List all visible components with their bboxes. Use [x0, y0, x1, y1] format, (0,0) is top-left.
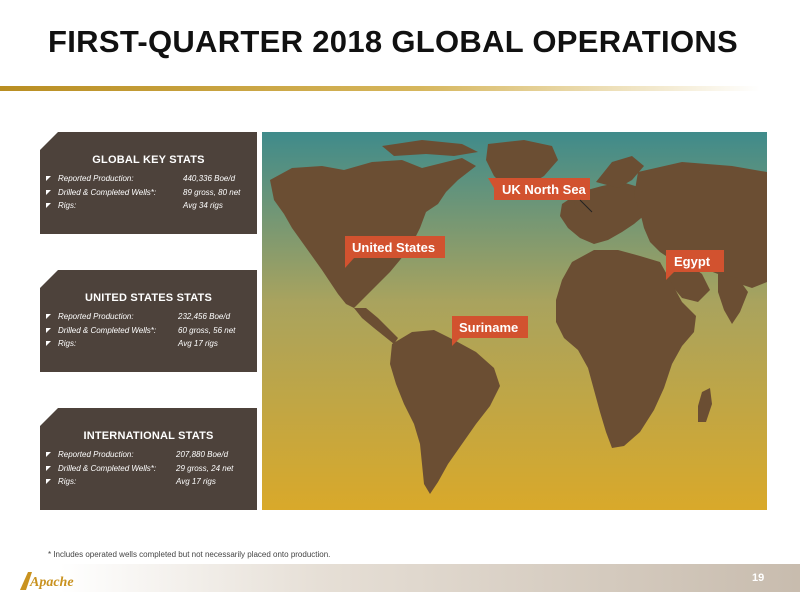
apache-logo: Apache	[20, 572, 74, 590]
callout-uk-north-sea: UK North Sea	[488, 178, 593, 213]
stat-row: Rigs: Avg 17 rigs	[40, 477, 257, 491]
scandinavia	[596, 156, 644, 188]
stat-row: Reported Production: 207,880 Boe/d	[40, 450, 257, 464]
callout-uk-leader	[579, 199, 593, 213]
stat-row: Drilled & Completed Wells*: 89 gross, 80 …	[40, 188, 257, 202]
callout-us-label: United States	[352, 240, 435, 255]
triangle-bullet-icon	[46, 314, 51, 319]
panel-heading: UNITED STATES STATS	[84, 292, 213, 304]
triangle-bullet-icon	[46, 176, 51, 181]
africa	[556, 250, 696, 448]
stat-row: Rigs: Avg 17 rigs	[40, 339, 257, 353]
callout-egypt-pointer	[666, 272, 674, 280]
callout-us-pointer	[345, 258, 354, 268]
international-stats-panel: INTERNATIONAL STATS Reported Production:…	[40, 408, 257, 510]
title-underline	[0, 86, 760, 91]
stat-label: Reported Production:	[58, 312, 134, 321]
global-key-stats-panel: GLOBAL KEY STATS Reported Production: 440…	[40, 132, 257, 234]
panel-heading: GLOBAL KEY STATS	[92, 154, 205, 166]
stat-label: Reported Production:	[58, 450, 134, 459]
stat-label: Drilled & Completed Wells*:	[58, 187, 157, 197]
callout-egypt-box	[666, 250, 724, 272]
stat-value: 232,456 Boe/d	[178, 312, 231, 321]
stat-value: 440,336 Boe/d	[183, 174, 236, 183]
world-map: UK North Sea United States Egypt Surinam…	[262, 132, 767, 510]
stat-row: Drilled & Completed Wells*: 29 gross, 24 …	[40, 464, 257, 478]
stat-label: Drilled & Completed Wells*:	[58, 463, 157, 473]
stat-value: Avg 17 rigs	[176, 477, 216, 486]
south-america	[390, 330, 500, 494]
triangle-bullet-icon	[46, 452, 51, 457]
callout-suriname-pointer	[452, 338, 460, 346]
callout-united-states: United States	[345, 236, 445, 268]
stat-value: 29 gross, 24 net	[176, 463, 234, 473]
panel-corner-fold	[40, 408, 58, 426]
india	[718, 274, 748, 324]
stat-row: Drilled & Completed Wells*: 60 gross, 56 …	[40, 326, 257, 340]
page-title: FIRST-QUARTER 2018 GLOBAL OPERATIONS	[48, 24, 739, 59]
greenland	[486, 140, 558, 188]
stat-value: 207,880 Boe/d	[176, 450, 229, 459]
stat-value: 89 gross, 80 net	[183, 187, 241, 197]
panel-corner-fold	[40, 270, 58, 288]
triangle-bullet-icon	[46, 341, 51, 346]
triangle-bullet-icon	[46, 327, 51, 333]
callout-us-box	[345, 236, 445, 258]
triangle-bullet-icon	[46, 465, 51, 471]
callout-suriname-label: Suriname	[459, 320, 518, 335]
logo-feather-mark	[20, 572, 32, 590]
triangle-bullet-icon	[46, 203, 51, 208]
stat-value: 60 gross, 56 net	[178, 325, 236, 335]
panel-corner-fold	[40, 132, 58, 150]
triangle-bullet-icon	[46, 189, 51, 195]
arctic-islands	[382, 140, 478, 156]
callout-uk-pointer	[488, 178, 494, 188]
stat-label: Rigs:	[58, 477, 77, 486]
stat-row: Rigs: Avg 34 rigs	[40, 201, 257, 215]
stat-row: Reported Production: 232,456 Boe/d	[40, 312, 257, 326]
callout-suriname-box	[452, 316, 528, 338]
stat-label: Drilled & Completed Wells*:	[58, 325, 157, 335]
madagascar	[698, 388, 712, 422]
callout-suriname: Suriname	[452, 316, 528, 346]
central-america	[354, 308, 398, 344]
panel-heading: INTERNATIONAL STATS	[83, 430, 214, 442]
page-number: 19	[752, 572, 765, 584]
united-states-stats-panel: UNITED STATES STATS Reported Production:…	[40, 270, 257, 372]
stat-row: Reported Production: 440,336 Boe/d	[40, 174, 257, 188]
stat-value: Avg 34 rigs	[183, 201, 223, 210]
callout-egypt: Egypt	[666, 250, 724, 280]
north-america	[270, 158, 476, 308]
footer-band	[60, 564, 800, 592]
stat-label: Rigs:	[58, 339, 77, 348]
stat-label: Rigs:	[58, 201, 77, 210]
callout-uk-label: UK North Sea	[502, 182, 587, 197]
callout-uk-box	[494, 178, 590, 200]
stat-label: Reported Production:	[58, 174, 134, 183]
logo-wordmark: Apache	[29, 575, 74, 590]
stat-value: Avg 17 rigs	[178, 339, 218, 348]
footnote: * Includes operated wells completed but …	[48, 550, 331, 559]
triangle-bullet-icon	[46, 479, 51, 484]
callout-egypt-label: Egypt	[674, 254, 711, 269]
